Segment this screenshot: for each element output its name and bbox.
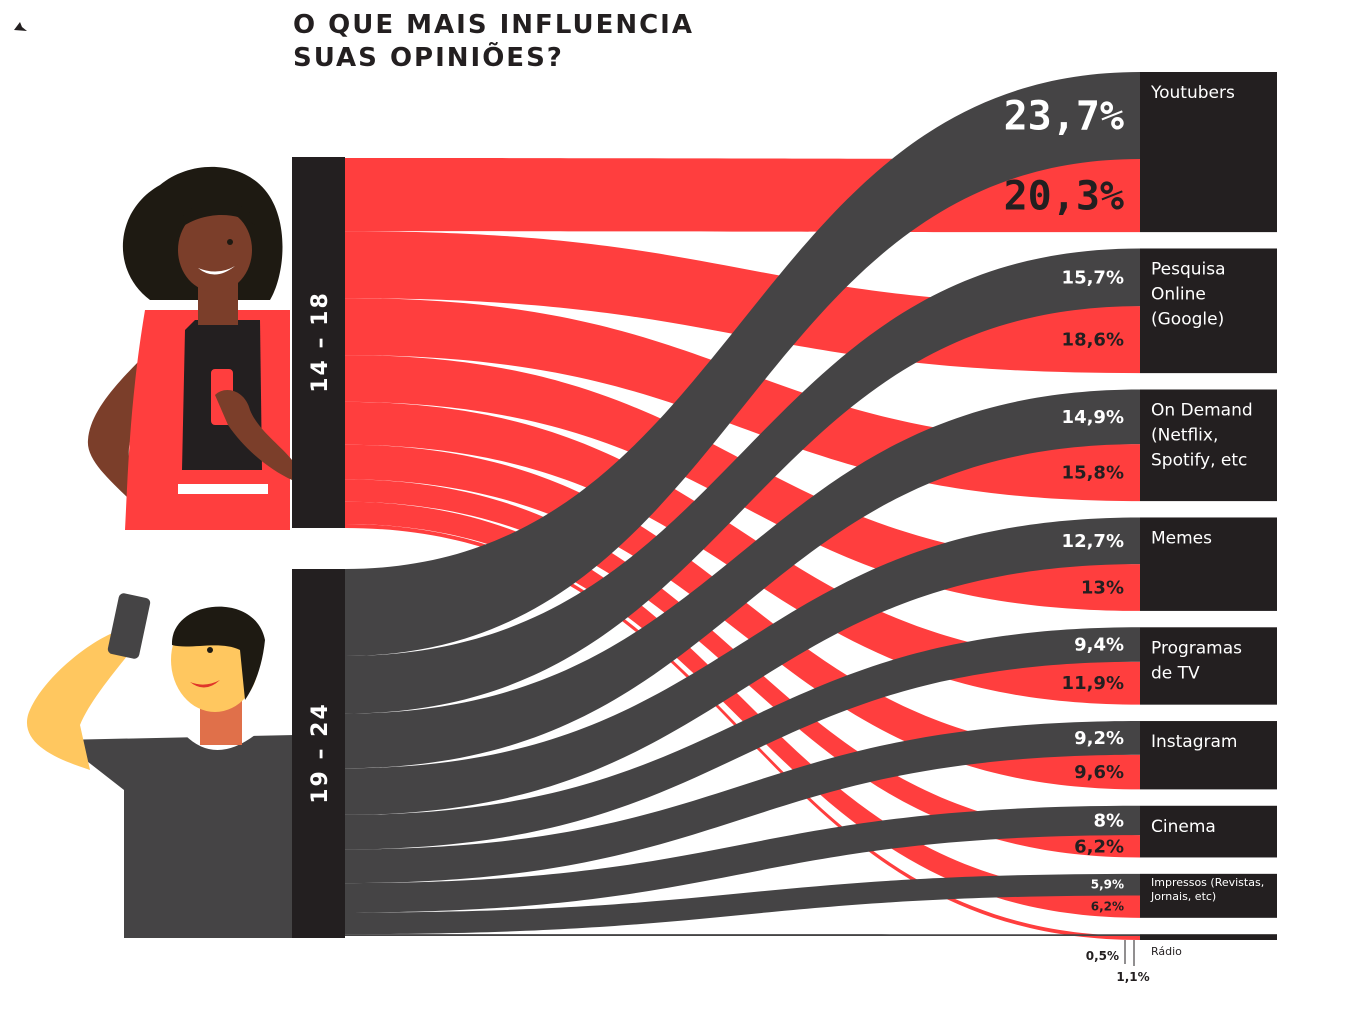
man-taking-selfie-icon <box>26 593 295 938</box>
category-label-pesquisa: Pesquisa Online (Google) <box>1151 259 1226 329</box>
title-line-2: SUAS OPINIÕES? <box>293 41 564 73</box>
flows-19-24 <box>345 72 1140 937</box>
flow-14-18-impressos <box>345 501 1140 918</box>
corner-logo-icon <box>14 22 27 31</box>
pct-label-19-24-programas: 9,4% <box>1074 635 1124 656</box>
category-label-ondemand: On Demand (Netflix, Spotify, etc <box>1151 400 1253 470</box>
category-label-cinema: Cinema <box>1151 817 1216 837</box>
category-label-youtubers: Youtubers <box>1150 83 1235 103</box>
pct-label-19-24-youtubers: 23,7% <box>1004 93 1124 139</box>
flow-19-24-pesquisa <box>345 248 1140 714</box>
category-node-cinema <box>1140 805 1277 858</box>
category-nodes: Youtubers Pesquisa Online (Google) On Demand… <box>1140 72 1277 958</box>
pct-label-19-24-impressos: 5,9% <box>1091 878 1124 892</box>
category-node-memes <box>1140 517 1277 611</box>
pct-label-14-18-ondemand: 15,8% <box>1062 463 1124 484</box>
flow-19-24-cinema <box>345 805 1140 913</box>
category-label-impressos: Impressos (Revistas, Jornais, etc) <box>1150 876 1264 903</box>
category-node-pesquisa <box>1140 248 1277 374</box>
percentage-labels: 23,7% 20,3% 15,7% 18,6% 14,9% 15,8% 12,7% 13% 9,… <box>1004 93 1150 984</box>
pct-label-14-18-impressos: 6,2% <box>1091 900 1124 914</box>
age-bar-19-24: 19 – 24 <box>292 569 345 938</box>
pct-label-19-24-radio: 0,5% <box>1086 949 1119 963</box>
pct-label-14-18-instagram: 9,6% <box>1074 762 1124 783</box>
category-node-youtubers <box>1140 72 1277 233</box>
title-line-1: O QUE MAIS INFLUENCIA <box>293 10 694 40</box>
category-node-programas <box>1140 627 1277 705</box>
flow-19-24-memes <box>345 517 1140 815</box>
pct-label-14-18-radio: 1,1% <box>1116 970 1149 984</box>
category-label-instagram: Instagram <box>1151 732 1238 752</box>
category-node-impressos <box>1140 873 1277 918</box>
flow-19-24-impressos <box>345 873 1140 935</box>
pct-label-19-24-instagram: 9,2% <box>1074 728 1124 749</box>
category-label-programas: Programas de TV <box>1151 638 1242 683</box>
flow-19-24-ondemand <box>345 389 1140 769</box>
category-label-radio: Rádio <box>1151 945 1182 958</box>
flow-19-24-youtubers <box>345 72 1140 656</box>
pct-label-14-18-youtubers: 20,3% <box>1004 174 1124 220</box>
age-label-14-18: 14 – 18 <box>308 291 333 393</box>
flow-19-24-radio <box>345 934 1140 937</box>
woman-with-phone-icon <box>87 166 292 530</box>
category-node-radio <box>1140 934 1277 940</box>
age-bar-14-18: 14 – 18 <box>292 157 345 528</box>
pct-label-19-24-ondemand: 14,9% <box>1062 407 1124 428</box>
chart-title: O QUE MAIS INFLUENCIA SUAS OPINIÕES? <box>293 10 694 73</box>
pct-label-14-18-cinema: 6,2% <box>1074 836 1124 857</box>
flow-19-24-programas <box>345 627 1140 850</box>
flow-14-18-instagram <box>345 444 1140 790</box>
category-node-instagram <box>1140 721 1277 790</box>
category-node-ondemand <box>1140 389 1277 502</box>
pct-label-14-18-programas: 11,9% <box>1062 673 1124 694</box>
pct-label-14-18-memes: 13% <box>1081 578 1124 599</box>
pct-label-19-24-pesquisa: 15,7% <box>1062 267 1124 288</box>
pct-label-14-18-pesquisa: 18,6% <box>1062 330 1124 351</box>
category-label-memes: Memes <box>1151 528 1212 548</box>
pct-label-19-24-memes: 12,7% <box>1062 531 1124 552</box>
pct-label-19-24-cinema: 8% <box>1093 810 1124 831</box>
flow-19-24-instagram <box>345 721 1140 884</box>
age-label-19-24: 19 – 24 <box>308 702 333 804</box>
